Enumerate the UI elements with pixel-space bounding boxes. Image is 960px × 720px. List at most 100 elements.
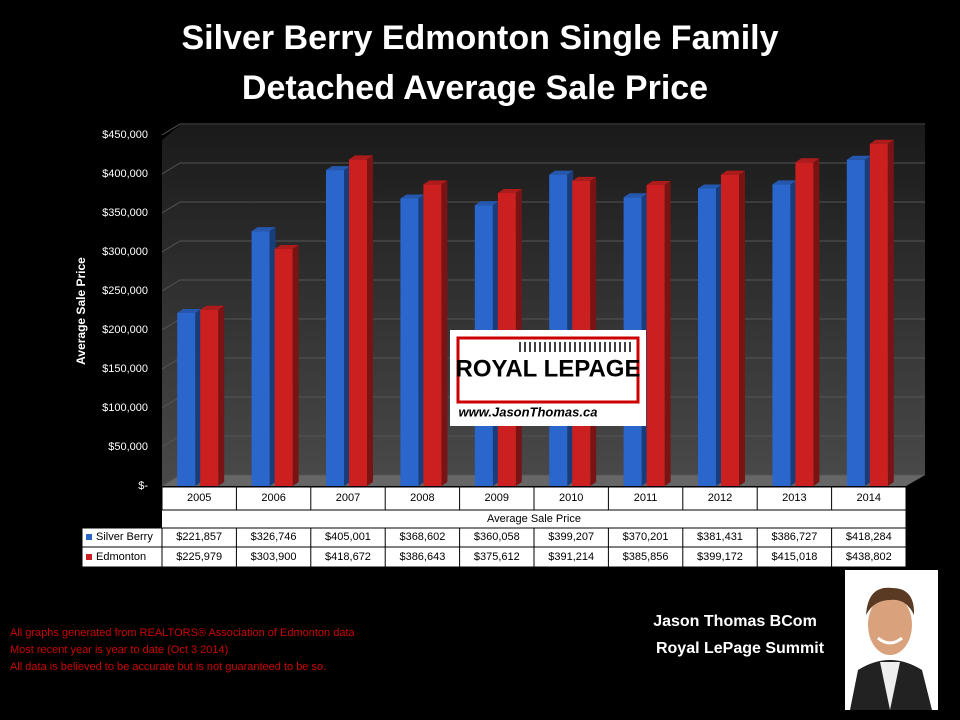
table-value: $368,602 bbox=[399, 531, 445, 543]
logo-bars bbox=[519, 342, 631, 352]
grid-line bbox=[161, 279, 925, 292]
table-value: $381,431 bbox=[697, 531, 743, 543]
portrait bbox=[845, 570, 938, 710]
table-value: $370,201 bbox=[623, 531, 669, 543]
table-value: $221,857 bbox=[176, 531, 222, 543]
bar-top bbox=[772, 180, 797, 185]
bar-top bbox=[274, 244, 299, 249]
bar bbox=[646, 185, 665, 486]
table-value: $418,284 bbox=[846, 531, 892, 543]
grid-line bbox=[161, 162, 925, 175]
y-tick-label: $250,000 bbox=[102, 285, 148, 297]
table-value: $399,172 bbox=[697, 551, 743, 563]
bar-top bbox=[251, 227, 276, 232]
table-value: $303,900 bbox=[251, 551, 297, 563]
grid-line bbox=[161, 240, 925, 253]
table-value: $360,058 bbox=[474, 531, 520, 543]
y-tick-label: $450,000 bbox=[102, 129, 148, 141]
bar bbox=[698, 188, 716, 486]
x-axis-title: Average Sale Price bbox=[487, 513, 581, 525]
x-tick-label: 2010 bbox=[559, 492, 583, 504]
bar-side bbox=[344, 166, 350, 486]
bar-side bbox=[813, 158, 820, 487]
bar bbox=[721, 174, 739, 486]
table-value: $225,979 bbox=[176, 551, 222, 563]
footnote: All data is believed to be accurate but … bbox=[10, 661, 326, 673]
bar bbox=[200, 309, 219, 486]
table-value: $405,001 bbox=[325, 531, 371, 543]
bar-side bbox=[269, 227, 276, 486]
bar bbox=[251, 231, 270, 486]
y-tick-label: $200,000 bbox=[102, 324, 148, 336]
logo-frame bbox=[456, 336, 640, 404]
x-tick-label: 2009 bbox=[485, 492, 509, 504]
bar-side bbox=[441, 180, 448, 486]
bar-side bbox=[790, 180, 797, 486]
bar-side bbox=[218, 305, 225, 486]
legend-label: Edmonton bbox=[96, 551, 146, 563]
y-tick-label: $350,000 bbox=[102, 207, 148, 219]
logo: ROYAL LEPAGE www.JasonThomas.ca bbox=[450, 330, 646, 426]
bar bbox=[795, 162, 814, 487]
bar-top bbox=[623, 193, 648, 198]
table-value: $386,643 bbox=[399, 551, 445, 563]
x-tick-label: 2013 bbox=[782, 492, 806, 504]
bar bbox=[423, 184, 442, 486]
bar-top bbox=[400, 194, 425, 199]
chart-title: Silver Berry Edmonton Single Family bbox=[181, 19, 778, 57]
bar bbox=[772, 184, 791, 486]
author-company: Royal LePage Summit bbox=[656, 640, 825, 657]
y-tick-label: $100,000 bbox=[102, 402, 148, 414]
bar bbox=[846, 159, 865, 487]
bar bbox=[349, 159, 367, 486]
table-value: $399,207 bbox=[548, 531, 594, 543]
bar-top bbox=[646, 181, 671, 186]
table-value: $326,746 bbox=[251, 531, 297, 543]
table-value: $386,727 bbox=[771, 531, 817, 543]
grid-line bbox=[161, 201, 925, 214]
x-tick-label: 2012 bbox=[708, 492, 732, 504]
bar bbox=[274, 248, 293, 486]
bar-top bbox=[200, 305, 225, 310]
footnote: Most recent year is year to date (Oct 3 … bbox=[10, 644, 228, 656]
bar-top bbox=[474, 201, 499, 206]
bar-side bbox=[887, 139, 894, 486]
bar-top bbox=[698, 184, 722, 189]
bar-side bbox=[864, 155, 871, 487]
table-value: $375,612 bbox=[474, 551, 520, 563]
y-tick-label: $- bbox=[138, 480, 148, 492]
logo-url: www.JasonThomas.ca bbox=[459, 404, 598, 419]
bar-top bbox=[572, 176, 597, 181]
bar-top bbox=[497, 189, 522, 194]
bar-side bbox=[716, 184, 722, 486]
bar-top bbox=[549, 170, 574, 175]
x-tick-label: 2005 bbox=[187, 492, 211, 504]
bar-top bbox=[869, 139, 894, 144]
bar bbox=[177, 312, 196, 486]
bar-top bbox=[846, 155, 871, 160]
bar-side bbox=[418, 194, 425, 487]
bar-side bbox=[739, 170, 745, 486]
bars bbox=[177, 139, 894, 487]
bar bbox=[400, 198, 419, 487]
bar-top bbox=[349, 155, 373, 160]
table-value: $385,856 bbox=[623, 551, 669, 563]
bar bbox=[869, 143, 888, 486]
x-tick-label: 2007 bbox=[336, 492, 360, 504]
bar-top bbox=[795, 158, 820, 163]
x-tick-label: 2011 bbox=[634, 492, 658, 504]
bar-side bbox=[664, 181, 671, 486]
x-tick-label: 2014 bbox=[857, 492, 881, 504]
logo-brand: ROYAL LEPAGE bbox=[456, 355, 641, 382]
x-tick-label: 2006 bbox=[261, 492, 285, 504]
bar-top bbox=[177, 308, 202, 313]
chart-title: Detached Average Sale Price bbox=[242, 69, 708, 107]
y-axis-title: Average Sale Price bbox=[74, 257, 88, 365]
bar-side bbox=[292, 244, 299, 486]
bar-top bbox=[326, 166, 350, 171]
legend-label: Silver Berry bbox=[96, 531, 153, 543]
table-value: $438,802 bbox=[846, 551, 892, 563]
y-tick-label: $50,000 bbox=[108, 441, 148, 453]
bar-side bbox=[367, 155, 373, 486]
